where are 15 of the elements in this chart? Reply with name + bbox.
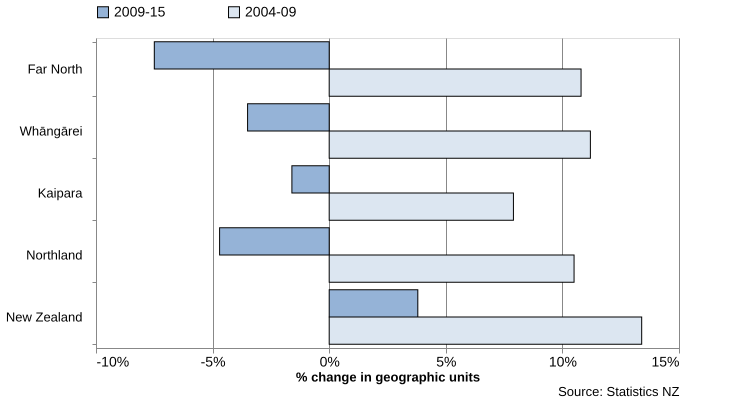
- source-note: Source: Statistics NZ: [558, 384, 680, 399]
- x-tick-label: 15%: [651, 354, 680, 370]
- legend-label: 2004-09: [245, 3, 297, 20]
- y-tick-label: New Zealand: [6, 310, 82, 324]
- y-tick-label: Kaipara: [38, 186, 84, 200]
- y-tick-label: Whāngārei: [20, 124, 83, 138]
- x-tick-label: 0%: [320, 354, 340, 370]
- x-axis-title: % change in geographic units: [296, 370, 480, 384]
- legend-label: 2009-15: [114, 3, 166, 20]
- x-tick-label: -5%: [200, 354, 226, 370]
- x-tick-label: -10%: [96, 354, 130, 370]
- y-tick-label: Northland: [26, 248, 82, 262]
- x-tick-label: 10%: [548, 354, 577, 370]
- y-tick-label: Far North: [28, 62, 82, 76]
- x-tick-label: 5%: [436, 354, 456, 370]
